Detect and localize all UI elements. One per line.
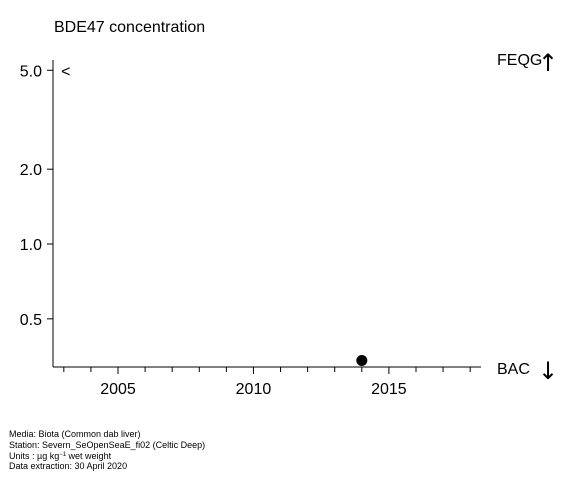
x-tick-label: 2005 [100, 381, 136, 398]
x-tick-label: 2015 [371, 381, 407, 398]
y-tick-label: 1.0 [20, 237, 42, 254]
y-tick-label: 2.0 [20, 162, 42, 179]
chart-title: BDE47 concentration [54, 19, 206, 36]
units-prefix: Units : µg kg [9, 450, 60, 461]
data-extraction-label: Data extraction: 30 April 2020 [9, 461, 128, 472]
feqg-threshold-label: FEQG [497, 52, 543, 69]
media-label: Media: Biota (Common dab liver) [9, 429, 141, 439]
y-tick-label: 5.0 [20, 63, 42, 80]
y-tick-label: 0.5 [20, 312, 42, 329]
station-label: Station: Severn_SeOpenSeaE_fi02 (Celtic … [9, 439, 206, 450]
units-label: Units : µg kg−1 wet weight [9, 451, 205, 462]
x-tick-label: 2010 [236, 381, 272, 398]
less-than-annotation: < [61, 63, 70, 80]
data-point [356, 354, 368, 366]
units-suffix: wet weight [66, 450, 112, 461]
down-arrow-icon: ↓ [538, 357, 558, 385]
units-superscript: −1 [59, 451, 67, 458]
footer-metadata: Media: Biota (Common dab liver) Station:… [9, 429, 205, 472]
up-arrow-icon: ↑ [538, 49, 558, 77]
bac-threshold-label: BAC [497, 361, 530, 378]
